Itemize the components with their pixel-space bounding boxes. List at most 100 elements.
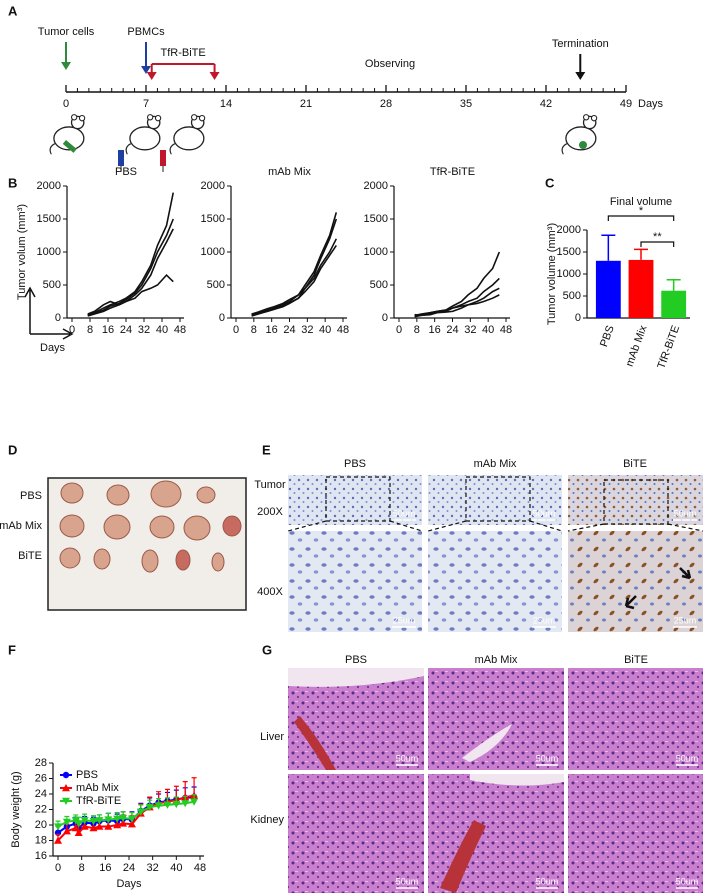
significance-bracket (607, 215, 675, 221)
point (119, 819, 128, 827)
series-line (87, 228, 174, 317)
y-tick-label: 1500 (557, 246, 581, 258)
panel-letter: D (8, 442, 17, 457)
panel-letter: G (262, 642, 272, 657)
event-label: Termination (552, 38, 609, 50)
tick-label: 14 (220, 98, 232, 110)
x-axis-label: Days (116, 878, 142, 890)
series-line (87, 192, 175, 316)
x-tick-label: 40 (482, 324, 494, 336)
chart-title: mAb Mix (268, 166, 311, 178)
x-tick-label: 32 (301, 324, 313, 336)
y-axis-label: Body weight (g) (10, 771, 22, 847)
y-tick-label: 500 (207, 279, 225, 291)
legend-marker (62, 797, 70, 805)
tick-label: 35 (460, 98, 472, 110)
y-tick-label: 500 (563, 290, 581, 302)
x-tick-label: 16 (266, 324, 278, 336)
scale-label: 25um (393, 615, 416, 625)
column-label: BiTE (623, 458, 647, 470)
row-label: mAb Mix (0, 520, 42, 532)
column-label: PBS (344, 458, 366, 470)
x-axis-label: Days (40, 342, 66, 354)
axis-arrow (24, 286, 74, 340)
tick-label: 42 (540, 98, 552, 110)
point (104, 822, 113, 830)
x-tick-label: 24 (446, 324, 458, 336)
point (113, 821, 122, 829)
point (54, 823, 62, 831)
scale-label: 50um (536, 753, 559, 763)
tick-label: 7 (143, 98, 149, 110)
y-tick-label: 24 (35, 788, 47, 800)
y-tick-label: 28 (35, 757, 47, 769)
y-tick-label: 0 (219, 312, 225, 324)
y-tick-label: 0 (382, 312, 388, 324)
y-tick-label: 20 (35, 819, 47, 831)
bar (661, 290, 687, 318)
point (127, 820, 136, 828)
point (89, 817, 98, 826)
x-tick-label: 24 (283, 324, 295, 336)
series-line (251, 212, 338, 316)
y-tick-label: 1000 (557, 268, 581, 280)
he-images (288, 668, 703, 893)
y-tick-label: 500 (370, 279, 388, 291)
x-tick-label: 48 (174, 324, 186, 336)
row-label: Liver (260, 731, 284, 743)
scale-label: 50um (676, 876, 699, 886)
y-tick-label: 2000 (364, 180, 388, 192)
event-label: Tumor cells (38, 26, 95, 38)
row-label: Kidney (250, 814, 284, 826)
scale-label: 50um (676, 753, 699, 763)
x-tick-label: 0 (233, 324, 239, 336)
y-axis-label: Tumor volum (mm³) (16, 204, 28, 300)
point (62, 827, 71, 835)
x-tick-label: 0 (396, 324, 402, 336)
y-tick-label: 0 (55, 312, 61, 324)
x-tick-label: 32 (138, 324, 150, 336)
x-tick-label: 32 (464, 324, 476, 336)
tumor-photo (47, 477, 247, 611)
series-line (251, 244, 337, 317)
scale-label: 50um (536, 876, 559, 886)
scale-label: 50um (674, 508, 697, 518)
significance-label: * (639, 205, 644, 217)
point (113, 815, 122, 823)
y-tick-label: 2000 (557, 224, 581, 236)
x-tick-label: 8 (251, 324, 257, 336)
point (89, 824, 98, 832)
legend-marker (62, 784, 70, 792)
row-label: BiTE (18, 550, 42, 562)
point (119, 814, 128, 823)
point (172, 800, 181, 809)
y-tick-label: 0 (575, 312, 581, 324)
x-tick-label: mAb Mix (624, 323, 650, 368)
x-tick-label: 8 (79, 862, 85, 874)
series-line (414, 294, 500, 317)
x-tick-label: 16 (429, 324, 441, 336)
axis-unit: Days (638, 98, 664, 110)
significance-label: ** (653, 231, 662, 243)
column-label: BiTE (624, 654, 648, 666)
column-label: mAb Mix (474, 458, 517, 470)
point (163, 801, 172, 809)
panel-letter: B (8, 175, 17, 190)
y-tick-label: 1000 (37, 246, 61, 258)
scale-label: 50um (396, 753, 419, 763)
y-tick-label: 1500 (364, 213, 388, 225)
panel-letter: C (545, 175, 555, 190)
row-label: PBS (20, 490, 42, 502)
y-tick-label: 1500 (201, 213, 225, 225)
event-label: PBMCs (127, 26, 165, 38)
x-tick-label: 40 (319, 324, 331, 336)
series-line (251, 238, 338, 315)
arrow-head (141, 66, 151, 74)
arrow-head (575, 72, 586, 80)
tick-label: 28 (380, 98, 392, 110)
x-tick-label: TfR-BiTE (655, 324, 682, 371)
x-tick-label: 8 (87, 324, 93, 336)
point (71, 824, 80, 832)
chart-title: TfR-BiTE (430, 166, 475, 178)
scale-label: 50um (393, 508, 416, 518)
